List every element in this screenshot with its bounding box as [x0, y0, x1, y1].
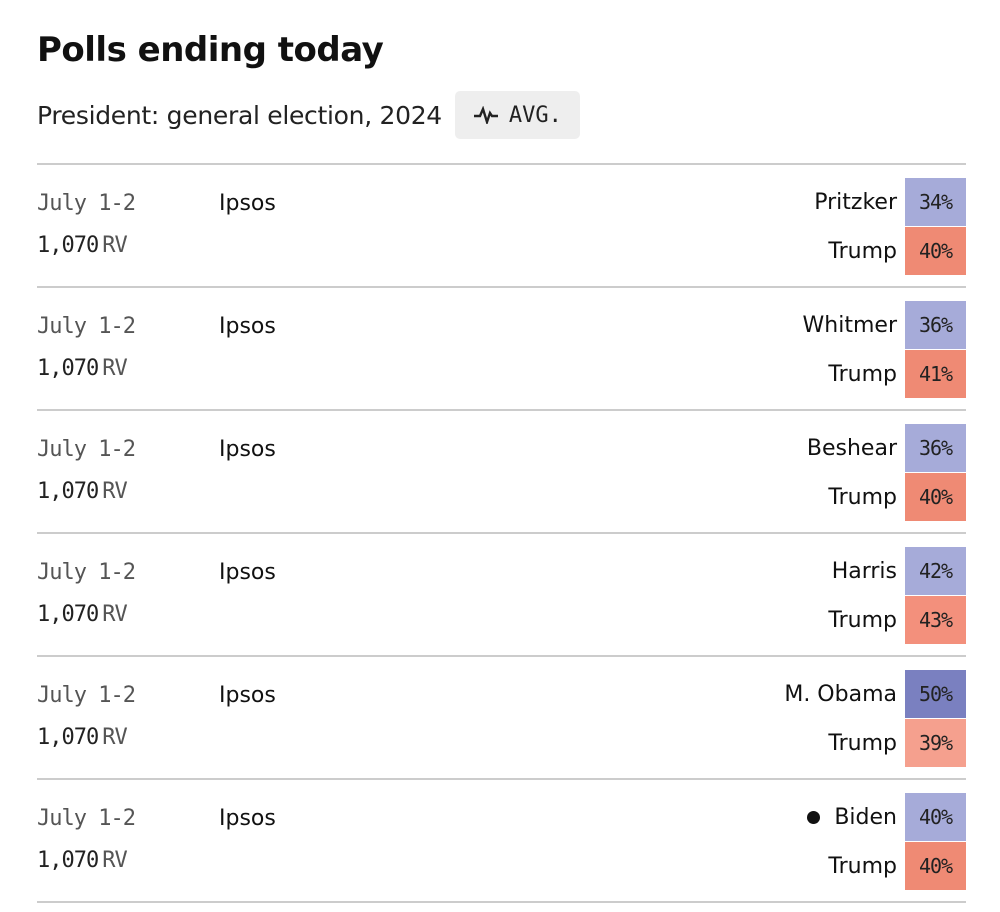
result-dem: M. Obama 50% — [784, 670, 966, 718]
population-type: RV — [102, 602, 127, 627]
result-rep: Trump 39% — [828, 719, 966, 767]
candidate-label: Harris — [831, 558, 897, 584]
candidate-pct: 40% — [905, 227, 966, 275]
leader-dot-icon — [807, 810, 821, 824]
sample-info: 1,070 RV — [37, 602, 128, 627]
candidate-label: Biden — [834, 804, 897, 830]
candidate-name: Trump — [828, 362, 897, 387]
poll-row: July 1-2 1,070 RV Ipsos Beshear 36% Trump… — [37, 411, 966, 534]
sample-info: 1,070 RV — [37, 356, 128, 381]
result-dem: Beshear 36% — [807, 424, 966, 472]
poll-dates: July 1-2 — [37, 314, 136, 339]
candidate-name: Trump — [828, 854, 897, 879]
sample-size: 1,070 — [37, 356, 99, 381]
pollster-link[interactable]: Ipsos — [219, 560, 276, 585]
candidate-label: Trump — [828, 361, 897, 387]
candidate-name: Harris — [832, 559, 897, 584]
candidate-pct: 41% — [905, 350, 966, 398]
result-rep: Trump 41% — [828, 350, 966, 398]
population-type: RV — [102, 479, 127, 504]
pollster-link[interactable]: Ipsos — [219, 806, 276, 831]
sample-size: 1,070 — [37, 725, 99, 750]
sample-info: 1,070 RV — [37, 233, 128, 258]
candidate-name: Trump — [828, 731, 897, 756]
race-header: President: general election, 2024 AVG. — [37, 91, 580, 139]
candidate-pct: 43% — [905, 596, 966, 644]
page-title: Polls ending today — [37, 30, 384, 70]
candidate-name: Trump — [828, 485, 897, 510]
candidate-pct: 36% — [905, 424, 966, 472]
candidate-pct: 50% — [905, 670, 966, 718]
polls-table: July 1-2 1,070 RV Ipsos Pritzker 34% Trum… — [37, 163, 966, 903]
pollster-link[interactable]: Ipsos — [219, 314, 276, 339]
candidate-pct: 34% — [905, 178, 966, 226]
population-type: RV — [102, 848, 127, 873]
sample-info: 1,070 RV — [37, 725, 128, 750]
poll-dates: July 1-2 — [37, 191, 136, 216]
poll-row: July 1-2 1,070 RV Ipsos Harris 42% Trump … — [37, 534, 966, 657]
candidate-pct: 40% — [905, 473, 966, 521]
pollster-link[interactable]: Ipsos — [219, 683, 276, 708]
candidate-name: Trump — [828, 239, 897, 264]
candidate-label: Pritzker — [814, 189, 897, 215]
poll-row: July 1-2 1,070 RV Ipsos Whitmer 36% Trump… — [37, 288, 966, 411]
candidate-label: Trump — [828, 730, 897, 756]
candidate-label: Whitmer — [802, 312, 897, 338]
pulse-line-icon — [473, 106, 498, 124]
sample-size: 1,070 — [37, 233, 99, 258]
result-dem: Whitmer 36% — [803, 301, 966, 349]
result-rep: Trump 40% — [828, 227, 966, 275]
candidate-label: Trump — [828, 607, 897, 633]
candidate-pct: 36% — [905, 301, 966, 349]
sample-size: 1,070 — [37, 848, 99, 873]
candidate-name: Trump — [828, 608, 897, 633]
sample-size: 1,070 — [37, 602, 99, 627]
candidate-name: M. Obama — [784, 682, 897, 707]
poll-row: July 1-2 1,070 RV Ipsos Biden 40% Trump 4… — [37, 780, 966, 903]
candidate-label: Beshear — [806, 435, 897, 461]
candidate-label: Trump — [828, 484, 897, 510]
polling-average-button[interactable]: AVG. — [454, 91, 580, 139]
result-dem: Biden 40% — [807, 793, 966, 841]
poll-row: July 1-2 1,070 RV Ipsos M. Obama 50% Trum… — [37, 657, 966, 780]
avg-button-label: AVG. — [508, 102, 562, 128]
pollster-link[interactable]: Ipsos — [219, 191, 276, 216]
result-rep: Trump 40% — [828, 842, 966, 890]
candidate-label: Trump — [828, 853, 897, 879]
candidate-name: Beshear — [807, 436, 897, 461]
candidate-pct: 40% — [905, 842, 966, 890]
pollster-link[interactable]: Ipsos — [219, 437, 276, 462]
result-dem: Pritzker 34% — [814, 178, 966, 226]
candidate-pct: 40% — [905, 793, 966, 841]
candidate-pct: 42% — [905, 547, 966, 595]
sample-size: 1,070 — [37, 479, 99, 504]
poll-row: July 1-2 1,070 RV Ipsos Pritzker 34% Trum… — [37, 165, 966, 288]
result-dem: Harris 42% — [832, 547, 966, 595]
race-label: President: general election, 2024 — [37, 100, 442, 130]
sample-info: 1,070 RV — [37, 479, 128, 504]
poll-dates: July 1-2 — [37, 683, 136, 708]
sample-info: 1,070 RV — [37, 848, 128, 873]
result-rep: Trump 40% — [828, 473, 966, 521]
result-rep: Trump 43% — [828, 596, 966, 644]
population-type: RV — [102, 725, 127, 750]
poll-dates: July 1-2 — [37, 560, 136, 585]
population-type: RV — [102, 356, 127, 381]
candidate-name: Pritzker — [814, 190, 897, 215]
candidate-name: Biden — [807, 805, 897, 830]
candidate-label: M. Obama — [784, 681, 897, 707]
poll-dates: July 1-2 — [37, 437, 136, 462]
population-type: RV — [102, 233, 127, 258]
candidate-name: Whitmer — [803, 313, 897, 338]
candidate-label: Trump — [828, 238, 897, 264]
candidate-pct: 39% — [905, 719, 966, 767]
poll-dates: July 1-2 — [37, 806, 136, 831]
